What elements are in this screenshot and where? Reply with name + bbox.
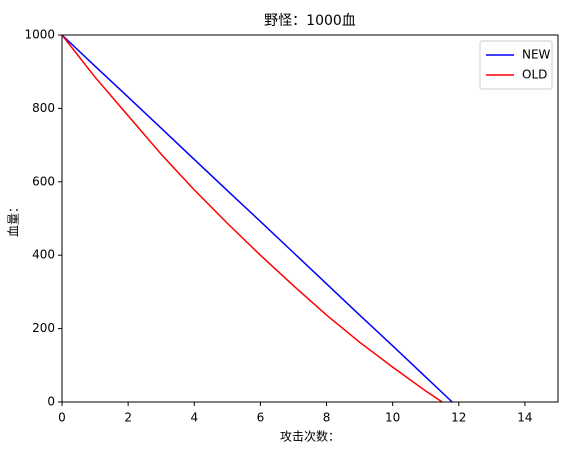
x-tick-label: 12 bbox=[451, 411, 466, 425]
legend-label: NEW bbox=[522, 48, 551, 62]
line bbox=[61, 34, 453, 403]
y-tick-label: 400 bbox=[32, 248, 55, 262]
x-tick-label: 6 bbox=[257, 411, 265, 425]
y-axis-label: 血量： bbox=[7, 201, 21, 237]
x-axis-label: 攻击次数： bbox=[280, 429, 340, 444]
legend-box bbox=[479, 40, 553, 90]
x-tick-label: 2 bbox=[124, 411, 132, 425]
x-tick-label: 4 bbox=[190, 411, 198, 425]
chart-title: 野怪：1000血 bbox=[264, 13, 356, 29]
y-tick-label: 1000 bbox=[24, 28, 55, 42]
x-tick-label: 8 bbox=[323, 411, 331, 425]
plot-frame bbox=[61, 34, 559, 403]
y-tick-label: 800 bbox=[32, 101, 55, 115]
y-tick-label: 200 bbox=[32, 321, 55, 335]
line bbox=[61, 34, 443, 403]
y-tick-label: 0 bbox=[47, 395, 55, 409]
x-tick-label: 14 bbox=[517, 411, 532, 425]
y-tick-label: 600 bbox=[32, 174, 55, 188]
x-tick-label: 10 bbox=[385, 411, 400, 425]
legend-label: OLD bbox=[522, 68, 547, 82]
x-tick-label: 0 bbox=[58, 411, 66, 425]
